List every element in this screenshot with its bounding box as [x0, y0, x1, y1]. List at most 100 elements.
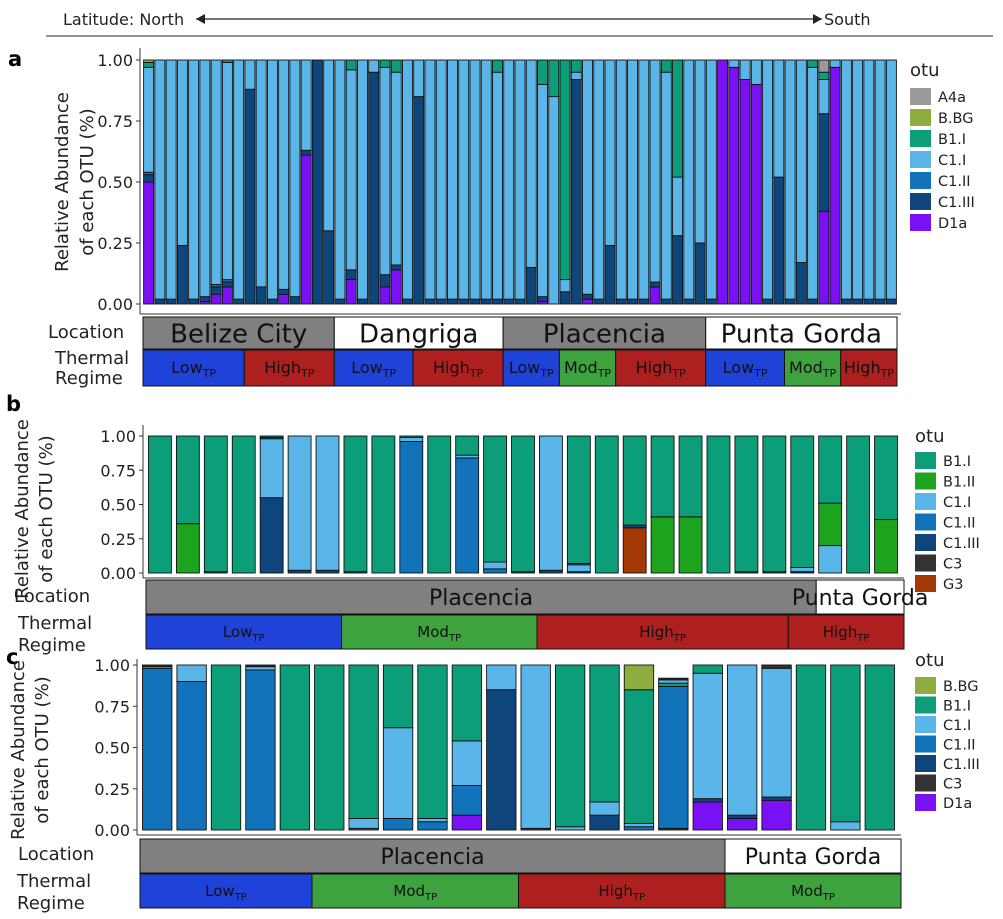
- bar-segment-b1-i: [314, 664, 345, 831]
- bar-segment-c1-i: [259, 438, 284, 499]
- location-row-label: Location: [48, 322, 124, 343]
- bar-segment-c1-i: [604, 59, 616, 246]
- bar: [694, 59, 706, 305]
- bar: [717, 59, 729, 305]
- bar-segment-c1-i: [210, 59, 222, 285]
- bar: [818, 59, 830, 305]
- bar: [469, 59, 481, 305]
- bar-segment-c1-i: [399, 436, 424, 442]
- bar-segment-c1-i: [627, 59, 639, 300]
- bar-segment-c1-i: [790, 567, 815, 573]
- legend-swatch: [915, 452, 936, 469]
- bar-segment-c1-i: [315, 435, 340, 571]
- bar-segment-b1-i: [807, 59, 819, 68]
- location-band: [142, 316, 335, 350]
- bar-segment-c1-i: [245, 666, 276, 671]
- regime-label: LowTP: [509, 358, 554, 380]
- bar-segment-c1-iii: [311, 59, 323, 305]
- bar-segment-c1-iii: [266, 298, 278, 305]
- bar-segment-c1-i: [176, 664, 207, 682]
- legend-label: C1.II: [943, 738, 976, 754]
- bar: [486, 664, 517, 831]
- bar-segment-b1-i: [706, 435, 731, 574]
- bars: [142, 664, 895, 831]
- bar-segment-c1-i: [863, 59, 875, 300]
- bar-segment-c1-ii: [658, 686, 689, 829]
- bar-segment-b1-i: [371, 435, 396, 574]
- bar-segment-c1-i: [762, 59, 774, 300]
- bar: [548, 59, 560, 305]
- bar-segment-b1-i: [692, 664, 723, 674]
- legend-label: B.BG: [943, 679, 979, 695]
- bar: [455, 435, 480, 574]
- bar: [734, 435, 759, 574]
- bar-segment-c1-ii: [455, 457, 480, 574]
- bar-segment-c1-iii: [660, 298, 672, 305]
- y-axis-title-line2: of each OTU (%): [32, 676, 53, 823]
- bar-segment-b1-i: [279, 664, 311, 831]
- bar-segment-b1-i: [874, 435, 898, 521]
- regime-label: HighTP: [639, 623, 686, 644]
- location-band: [139, 838, 726, 874]
- bar-segment-b-bg: [623, 664, 655, 691]
- bar-segment-c1-iii: [503, 298, 515, 305]
- bar-segment-c1-i: [660, 71, 672, 300]
- bar-segment-c1-i: [537, 83, 548, 298]
- bar-segment-b1-i: [570, 59, 582, 73]
- bar-segment-b1-i: [559, 59, 571, 281]
- location-name: Belize City: [170, 319, 307, 349]
- bar-segment-c1-i: [424, 59, 436, 300]
- bar-segment-c1-i: [548, 96, 560, 305]
- regime-band: [787, 614, 905, 650]
- bar: [773, 59, 785, 305]
- legend-label: C1.III: [943, 536, 980, 552]
- bar-segment-b1-i: [259, 435, 284, 438]
- bar: [623, 664, 655, 831]
- bar-segment-c1-i: [874, 59, 886, 300]
- location-band: [705, 316, 898, 350]
- bar-segment-c1-iii: [486, 689, 517, 831]
- bar-segment-c1-i: [417, 818, 448, 823]
- bar-segment-c1-i: [266, 59, 278, 300]
- bar: [300, 59, 312, 305]
- bar: [334, 59, 346, 305]
- bar-segment-c1-iii: [368, 71, 380, 305]
- bar: [537, 59, 548, 305]
- arrow-right-icon: [813, 14, 822, 24]
- bar-segment-c1-i: [773, 59, 785, 178]
- regime-band: [536, 614, 789, 650]
- regime-label: LowTP: [723, 358, 768, 380]
- bar: [371, 435, 396, 574]
- location-name: Dangriga: [359, 319, 478, 349]
- bar: [435, 59, 447, 305]
- bar: [692, 664, 723, 831]
- bar: [390, 59, 402, 305]
- bar: [658, 677, 689, 831]
- south-label: South: [824, 10, 871, 29]
- bar: [233, 59, 245, 305]
- bar-segment-c1-iii: [885, 298, 897, 305]
- y-tick-label: 0.00: [100, 564, 136, 583]
- bar-segment-c1-i: [348, 818, 379, 829]
- bar-segment-c1-iii: [390, 264, 402, 271]
- bar-segment-d1a: [750, 83, 762, 305]
- bar-segment-b1-i: [492, 59, 503, 73]
- regime-label: LowTP: [171, 358, 216, 380]
- bar-segment-c1-iii: [356, 298, 368, 305]
- bar-segment-c1-i: [199, 59, 211, 298]
- bars: [148, 435, 898, 574]
- bar-segment-c1-i: [566, 564, 591, 573]
- bar-segment-c1-i: [221, 61, 233, 281]
- bar: [525, 59, 537, 305]
- bar-segment-c1-iii: [649, 281, 661, 288]
- bar: [790, 435, 815, 574]
- regime-band: [142, 349, 245, 387]
- bar: [650, 435, 675, 574]
- bar-segment-c1-i: [480, 59, 492, 300]
- y-tick-label: 0.75: [97, 112, 133, 131]
- bar-segment-c1-iii: [694, 242, 706, 305]
- legend-label: C1.I: [943, 718, 971, 734]
- bar-segment-g3: [622, 527, 647, 574]
- bar-segment-b1-ii: [650, 516, 675, 574]
